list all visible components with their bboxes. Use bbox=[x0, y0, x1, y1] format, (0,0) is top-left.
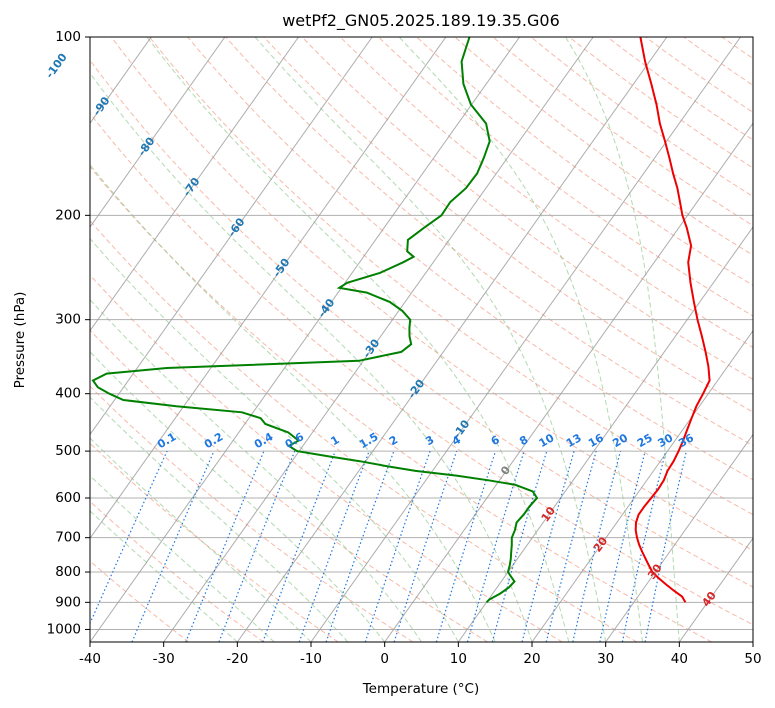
y-axis-label: Pressure (hPa) bbox=[12, 292, 28, 389]
x-tick-label: -10 bbox=[300, 651, 322, 667]
moist-adiabat bbox=[565, 37, 680, 642]
isotherm-line bbox=[310, 37, 741, 642]
y-tick-label: 600 bbox=[55, 490, 81, 506]
isotherm-line bbox=[236, 37, 668, 642]
mixing-ratio-line bbox=[521, 450, 575, 642]
moist-adiabat bbox=[90, 396, 349, 642]
x-axis-label: Temperature (°C) bbox=[362, 681, 480, 697]
x-tick-label: 10 bbox=[450, 651, 467, 667]
profiles bbox=[91, 37, 711, 604]
dry-adiabat bbox=[149, 37, 753, 516]
mixing-ratio-line bbox=[545, 450, 597, 642]
y-tick-label: 1000 bbox=[47, 621, 81, 637]
isotherm-line bbox=[678, 537, 753, 642]
plot-background bbox=[90, 37, 753, 642]
dry-adiabat bbox=[263, 37, 753, 413]
isotherm-line bbox=[90, 37, 226, 228]
moist-adiabat bbox=[90, 298, 422, 642]
mixing-ratio-line bbox=[393, 450, 458, 642]
isotherm-line bbox=[90, 37, 299, 332]
isotherm-label: -100 bbox=[43, 51, 70, 81]
x-tick-label: -40 bbox=[79, 651, 101, 667]
mixing-ratio-line bbox=[90, 450, 168, 625]
mixing-ratio-line bbox=[131, 450, 215, 642]
isotherm-line bbox=[90, 37, 373, 436]
mixing-ratio-line bbox=[218, 450, 296, 642]
moist-adiabat bbox=[90, 351, 386, 642]
dry-adiabat bbox=[90, 219, 638, 642]
moist-adiabat bbox=[90, 163, 496, 642]
isotherm-line bbox=[605, 433, 753, 642]
isotherm-line bbox=[90, 37, 520, 642]
temperature-profile bbox=[634, 37, 711, 603]
y-tick-label: 700 bbox=[55, 530, 81, 546]
dry-adiabat bbox=[90, 385, 414, 642]
dry-adiabat bbox=[90, 59, 753, 588]
moist-adiabat bbox=[254, 37, 607, 642]
x-tick-label: 40 bbox=[671, 651, 688, 667]
isotherm-line bbox=[752, 641, 753, 642]
isotherm-line bbox=[90, 37, 447, 540]
mixing-ratio-line bbox=[572, 450, 622, 642]
moist-adiabat bbox=[146, 37, 570, 642]
y-tick-label: 800 bbox=[55, 564, 81, 580]
y-tick-label: 100 bbox=[55, 29, 81, 45]
mixing-ratio-line bbox=[262, 450, 336, 642]
moist-adiabat bbox=[90, 72, 533, 642]
isotherm-line bbox=[163, 37, 594, 642]
mixing-ratio-line bbox=[599, 450, 646, 642]
mixing-ratio-line bbox=[466, 450, 525, 642]
mixing-ratio-line bbox=[621, 450, 667, 642]
x-tick-label: 0 bbox=[380, 651, 389, 667]
mixing-ratio-line bbox=[364, 450, 431, 642]
mixing-ratio-line bbox=[298, 450, 370, 642]
y-tick-label: 900 bbox=[55, 594, 81, 610]
isotherm-line bbox=[457, 226, 753, 642]
mixing-ratio-line bbox=[435, 450, 497, 642]
x-tick-label: -20 bbox=[226, 651, 248, 667]
background-lines bbox=[0, 37, 753, 642]
axes: -40 -30 -20 -10 0 10 20 30 40 50 100 200 300 400 500 60… bbox=[47, 29, 762, 667]
y-tick-label: 200 bbox=[55, 207, 81, 223]
chart-title: wetPf2_GN05.2025.189.19.35.G06 bbox=[282, 11, 560, 31]
moist-adiabat bbox=[90, 237, 459, 642]
moist-adiabat bbox=[398, 37, 643, 642]
isotherm-line bbox=[0, 37, 4, 642]
mixing-ratio-line bbox=[325, 450, 395, 642]
dry-adiabat bbox=[90, 112, 753, 626]
dry-adiabat bbox=[301, 37, 753, 381]
isotherm-line bbox=[384, 122, 753, 642]
y-tick-label: 300 bbox=[55, 312, 81, 328]
y-tick-label: 500 bbox=[55, 443, 81, 459]
x-tick-label: -30 bbox=[153, 651, 175, 667]
x-tick-label: 20 bbox=[523, 651, 540, 667]
dry-adiabat bbox=[416, 37, 753, 286]
x-tick-label: 30 bbox=[597, 651, 614, 667]
isotherm-line bbox=[531, 329, 753, 642]
dry-adiabat bbox=[90, 329, 488, 642]
mixing-ratio-line bbox=[185, 450, 265, 642]
y-tick-label: 400 bbox=[55, 386, 81, 402]
dry-adiabat bbox=[90, 560, 190, 642]
x-tick-label: 50 bbox=[744, 651, 761, 667]
dry-adiabat bbox=[90, 274, 563, 642]
plot-frame bbox=[89, 36, 754, 643]
dewpoint-profile bbox=[91, 37, 539, 604]
